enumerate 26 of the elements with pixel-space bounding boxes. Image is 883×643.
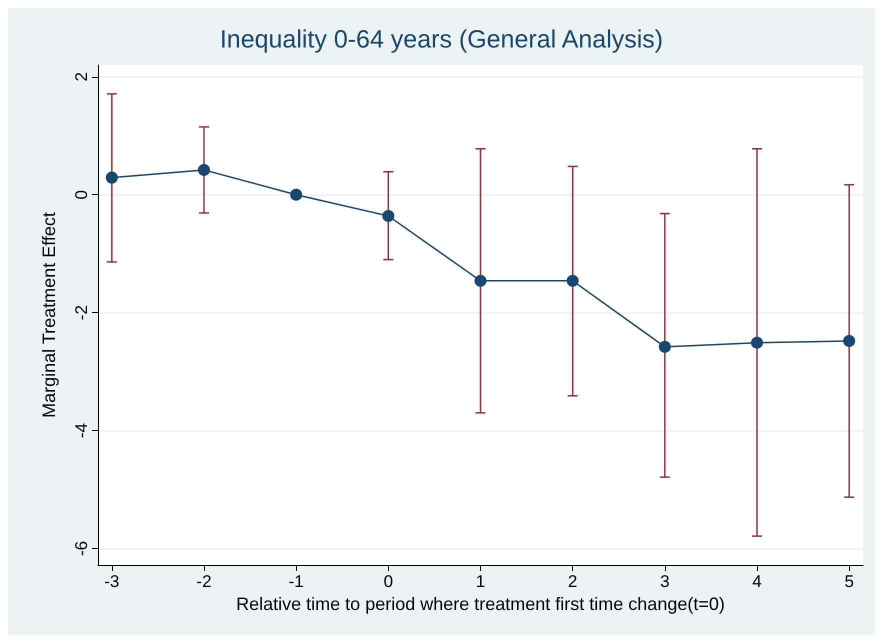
point (106, 172, 118, 184)
point (382, 210, 394, 222)
y-tick-label: 2 (72, 72, 91, 82)
x-tick-label: -3 (104, 572, 120, 591)
y-tick-label: -6 (72, 540, 91, 556)
point (290, 188, 302, 201)
x-tick-label: -1 (288, 572, 304, 591)
x-tick-label: 5 (844, 572, 854, 591)
point (566, 274, 579, 287)
chart-title: Inequality 0-64 years (General Analysis) (220, 26, 664, 54)
y-tick-label: 0 (72, 190, 91, 200)
y-tick-label: -2 (72, 305, 91, 320)
x-tick-label: 3 (660, 572, 670, 591)
x-tick-label: 0 (384, 572, 394, 591)
x-tick-label: 2 (568, 572, 578, 591)
x-axis-title: Relative time to period where treatment first time change(t=0) (236, 594, 725, 614)
x-tick-label: -2 (196, 572, 212, 591)
point (843, 334, 856, 347)
point (474, 274, 486, 287)
y-tick-label: -4 (72, 423, 91, 438)
y-axis-title: Marginal Treatment Effect (39, 212, 59, 418)
x-tick-label: 1 (476, 572, 486, 591)
point (751, 336, 764, 349)
point (658, 340, 671, 353)
point (198, 164, 210, 176)
x-tick-label: 4 (752, 572, 762, 591)
